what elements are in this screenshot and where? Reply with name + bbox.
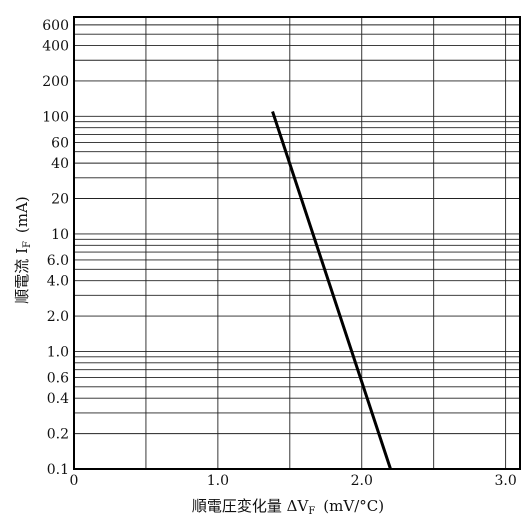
x-axis-label-subscript: F bbox=[308, 506, 315, 517]
x-tick-label: 0 bbox=[70, 473, 79, 489]
x-tick-label: 1.0 bbox=[207, 473, 229, 489]
x-axis-label-main: 順電圧変化量 ΔV bbox=[192, 497, 310, 515]
y-tick-label: 1.0 bbox=[47, 344, 69, 360]
y-tick-label: 2.0 bbox=[47, 309, 69, 325]
plot-frame bbox=[73, 16, 521, 470]
y-tick-label: 40 bbox=[51, 156, 69, 172]
y-tick-label: 4.0 bbox=[47, 274, 69, 290]
x-tick-label: 3.0 bbox=[494, 473, 516, 489]
y-axis-label-subscript: F bbox=[22, 241, 33, 248]
y-tick-label: 60 bbox=[51, 135, 69, 151]
y-tick-label: 0.6 bbox=[47, 371, 69, 387]
series-line bbox=[271, 111, 392, 470]
y-tick-label: 10 bbox=[51, 227, 69, 243]
y-tick-label: 100 bbox=[42, 109, 69, 125]
y-axis-label: 順電流 IF (mA) bbox=[13, 196, 33, 303]
y-tick-labels: 0.1 0.2 0.4 0.6 1.0 2.0 4.0 6.0 10 20 40 60 100 200 40… bbox=[42, 18, 69, 478]
x-tick-labels: 0 1.0 2.0 3.0 bbox=[70, 473, 517, 489]
y-tick-label: 20 bbox=[51, 192, 69, 208]
y-tick-label: 200 bbox=[42, 74, 69, 90]
y-axis-label-unit: (mA) bbox=[13, 196, 31, 233]
grid bbox=[74, 16, 520, 470]
y-tick-label: 0.4 bbox=[47, 391, 69, 407]
x-tick-label: 2.0 bbox=[351, 473, 373, 489]
y-tick-label: 0.2 bbox=[47, 427, 69, 443]
y-tick-label: 600 bbox=[42, 18, 69, 34]
y-tick-label: 0.1 bbox=[47, 462, 69, 478]
y-axis-label-main: 順電流 I bbox=[13, 248, 31, 304]
y-tick-label: 6.0 bbox=[47, 253, 69, 269]
x-axis-label: 順電圧変化量 ΔVF (mV/°C) bbox=[192, 497, 384, 517]
y-tick-label: 400 bbox=[42, 39, 69, 55]
x-axis-label-unit: (mV/°C) bbox=[323, 497, 384, 515]
series-layer bbox=[271, 111, 392, 470]
